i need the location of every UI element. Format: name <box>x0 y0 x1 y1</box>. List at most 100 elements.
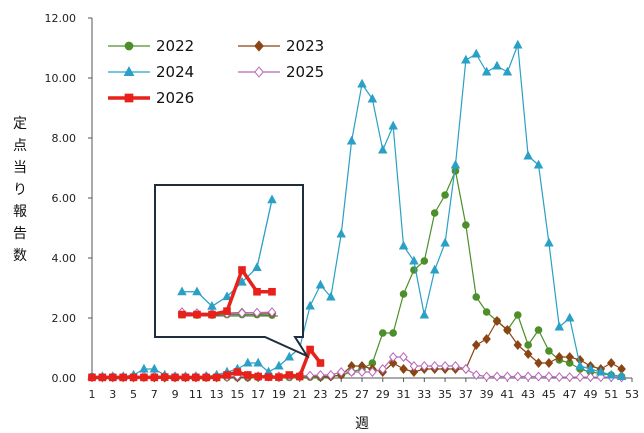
data-point-2024 <box>388 120 398 130</box>
legend-item-2023: 2023 <box>238 37 324 55</box>
data-point-2024 <box>326 291 336 301</box>
inset-callout-box <box>154 184 310 359</box>
data-point-2024 <box>533 159 544 169</box>
data-point-2024 <box>513 39 523 49</box>
data-point-2024 <box>409 255 419 265</box>
y-axis-title-char: 当 <box>13 160 27 176</box>
data-point-2024 <box>367 93 378 103</box>
x-tick-label: 17 <box>251 388 265 401</box>
data-point-2023 <box>544 358 554 368</box>
data-point-2026 <box>119 373 127 382</box>
x-tick-label: 23 <box>313 388 327 401</box>
y-axis-title-char: 告 <box>13 226 27 242</box>
data-point-2023 <box>409 367 419 377</box>
data-point-2025 <box>471 370 481 380</box>
data-point-2022 <box>430 209 439 217</box>
data-point-2024 <box>243 357 253 367</box>
legend-marker <box>254 40 264 52</box>
data-point-2023 <box>399 364 408 374</box>
x-tick-label: 29 <box>376 388 390 401</box>
data-point-2023 <box>503 325 512 335</box>
legend-marker <box>254 66 264 78</box>
data-point-2024 <box>502 66 513 76</box>
inset-data-point-2024 <box>267 194 277 204</box>
data-point-2025 <box>357 367 367 377</box>
x-tick-label: 25 <box>334 388 348 401</box>
data-point-2024 <box>419 309 430 319</box>
data-point-2026 <box>285 371 294 379</box>
data-point-2024 <box>544 237 554 247</box>
data-point-2023 <box>471 340 481 350</box>
legend-label-2022: 2022 <box>156 37 194 55</box>
x-tick-label: 35 <box>438 388 452 401</box>
data-point-2024 <box>346 135 357 145</box>
data-point-2026 <box>243 371 252 379</box>
data-point-2026 <box>306 345 314 354</box>
inset-layer <box>154 184 310 359</box>
inset-data-point-2024 <box>177 286 187 296</box>
data-point-2025 <box>378 364 388 374</box>
legend-label-2025: 2025 <box>286 63 324 81</box>
x-tick-label: 1 <box>89 388 96 401</box>
data-point-2024 <box>450 159 461 169</box>
data-point-2025 <box>368 367 377 377</box>
data-point-2026 <box>181 373 190 382</box>
data-point-2024 <box>378 144 388 154</box>
data-point-2026 <box>192 373 200 382</box>
data-point-2025 <box>347 367 356 377</box>
data-point-2025 <box>388 352 398 362</box>
y-tick-label: 10.00 <box>45 72 77 85</box>
data-point-2024 <box>398 240 409 250</box>
data-point-2022 <box>482 308 491 316</box>
series-2026 <box>88 345 325 382</box>
data-point-2025 <box>523 371 533 382</box>
y-axis-title-char: 数 <box>13 248 27 264</box>
data-point-2026 <box>223 371 231 379</box>
x-tick-label: 41 <box>500 388 514 401</box>
data-point-2025 <box>503 371 512 382</box>
inset-data-point-2025 <box>267 307 277 318</box>
data-point-2026 <box>88 373 96 382</box>
inset-data-point-2026 <box>178 310 186 319</box>
data-point-2025 <box>409 361 419 371</box>
x-tick-label: 49 <box>583 388 597 401</box>
data-point-2026 <box>98 373 107 382</box>
legend-item-2025: 2025 <box>238 63 324 81</box>
data-point-2022 <box>534 326 543 334</box>
data-point-2025 <box>420 361 429 371</box>
data-point-2022 <box>378 329 387 337</box>
legend-marker <box>123 66 135 76</box>
data-point-2026 <box>140 373 148 382</box>
x-tick-label: 51 <box>604 388 618 401</box>
data-point-2025 <box>586 372 595 383</box>
data-point-2024 <box>523 150 533 160</box>
data-point-2024 <box>461 54 471 64</box>
data-point-2024 <box>585 363 596 373</box>
data-point-2024 <box>554 321 565 331</box>
inset-data-point-2026 <box>268 287 276 296</box>
data-point-2025 <box>544 371 554 382</box>
y-tick-label: 12.00 <box>45 12 77 25</box>
data-point-2026 <box>202 373 211 382</box>
data-point-2024 <box>336 228 346 238</box>
legend-marker <box>124 41 134 51</box>
x-tick-label: 7 <box>151 388 158 401</box>
data-point-2026 <box>108 373 117 382</box>
data-point-2022 <box>524 341 532 349</box>
legend-marker <box>124 93 134 103</box>
data-point-2024 <box>139 363 149 373</box>
data-point-2023 <box>523 349 533 359</box>
inset-data-point-2024 <box>207 301 217 310</box>
y-axis-title-char: 報 <box>13 204 27 220</box>
data-point-2024 <box>357 78 367 88</box>
data-point-2023 <box>388 358 398 368</box>
data-point-2024 <box>274 360 284 370</box>
legend-layer: 2022 2023 2024 2025 2026 <box>108 37 324 107</box>
data-point-2025 <box>451 361 460 371</box>
data-point-2025 <box>399 352 408 362</box>
y-axis-title-char: 点 <box>13 138 27 154</box>
data-point-2024 <box>481 66 492 76</box>
